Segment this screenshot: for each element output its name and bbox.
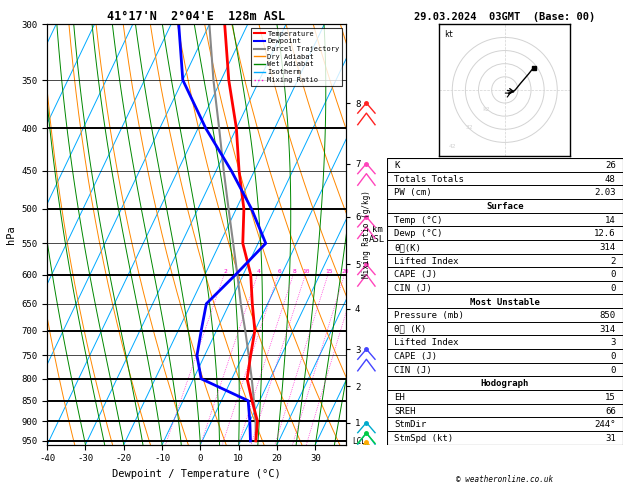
Text: 8: 8 bbox=[292, 269, 296, 274]
Text: CIN (J): CIN (J) bbox=[394, 366, 431, 375]
Legend: Temperature, Dewpoint, Parcel Trajectory, Dry Adiabat, Wet Adiabat, Isotherm, Mi: Temperature, Dewpoint, Parcel Trajectory… bbox=[252, 28, 342, 86]
Text: 2: 2 bbox=[223, 269, 227, 274]
Text: PW (cm): PW (cm) bbox=[394, 188, 431, 197]
Text: K: K bbox=[394, 161, 399, 170]
Text: 0: 0 bbox=[610, 284, 616, 293]
Y-axis label: hPa: hPa bbox=[6, 225, 16, 244]
Text: 12.6: 12.6 bbox=[594, 229, 616, 238]
Text: Lifted Index: Lifted Index bbox=[394, 257, 459, 265]
Text: Hodograph: Hodograph bbox=[481, 380, 529, 388]
Text: 850: 850 bbox=[599, 311, 616, 320]
Text: Surface: Surface bbox=[486, 202, 523, 211]
Text: CAPE (J): CAPE (J) bbox=[394, 352, 437, 361]
Text: CAPE (J): CAPE (J) bbox=[394, 270, 437, 279]
Text: 314: 314 bbox=[599, 243, 616, 252]
Text: 314: 314 bbox=[599, 325, 616, 334]
Text: Most Unstable: Most Unstable bbox=[470, 297, 540, 307]
Text: 48: 48 bbox=[605, 174, 616, 184]
Text: 244°: 244° bbox=[594, 420, 616, 430]
Text: LCL: LCL bbox=[352, 437, 366, 446]
Text: 26: 26 bbox=[605, 161, 616, 170]
Text: EH: EH bbox=[394, 393, 404, 402]
Text: 4: 4 bbox=[257, 269, 260, 274]
Text: 14: 14 bbox=[605, 216, 616, 225]
Text: 20: 20 bbox=[342, 269, 349, 274]
Text: 32: 32 bbox=[465, 125, 473, 130]
Text: 15: 15 bbox=[325, 269, 333, 274]
Text: 6: 6 bbox=[277, 269, 281, 274]
Text: Temp (°C): Temp (°C) bbox=[394, 216, 442, 225]
Text: CIN (J): CIN (J) bbox=[394, 284, 431, 293]
Text: 2.03: 2.03 bbox=[594, 188, 616, 197]
Text: 0: 0 bbox=[610, 366, 616, 375]
Text: Pressure (mb): Pressure (mb) bbox=[394, 311, 464, 320]
Text: 29.03.2024  03GMT  (Base: 00): 29.03.2024 03GMT (Base: 00) bbox=[414, 12, 596, 22]
Text: Dewp (°C): Dewp (°C) bbox=[394, 229, 442, 238]
Text: 0: 0 bbox=[610, 270, 616, 279]
Text: © weatheronline.co.uk: © weatheronline.co.uk bbox=[456, 474, 554, 484]
Text: 10: 10 bbox=[303, 269, 310, 274]
Text: θᴇ (K): θᴇ (K) bbox=[394, 325, 426, 334]
Text: k2: k2 bbox=[482, 107, 490, 112]
Text: Mixing Ratio (g/kg): Mixing Ratio (g/kg) bbox=[362, 191, 371, 278]
Text: StmDir: StmDir bbox=[394, 420, 426, 430]
Text: 42: 42 bbox=[448, 144, 456, 149]
Title: 41°17'N  2°04'E  128m ASL: 41°17'N 2°04'E 128m ASL bbox=[108, 10, 286, 23]
Text: 66: 66 bbox=[605, 407, 616, 416]
Text: Lifted Index: Lifted Index bbox=[394, 338, 459, 347]
Text: θᴇ(K): θᴇ(K) bbox=[394, 243, 421, 252]
Text: SREH: SREH bbox=[394, 407, 415, 416]
X-axis label: Dewpoint / Temperature (°C): Dewpoint / Temperature (°C) bbox=[112, 469, 281, 479]
Text: 31: 31 bbox=[605, 434, 616, 443]
Text: 3: 3 bbox=[610, 338, 616, 347]
Text: 2: 2 bbox=[610, 257, 616, 265]
Text: kt: kt bbox=[445, 30, 454, 38]
Text: 0: 0 bbox=[610, 352, 616, 361]
Text: StmSpd (kt): StmSpd (kt) bbox=[394, 434, 453, 443]
Text: 15: 15 bbox=[605, 393, 616, 402]
Text: Totals Totals: Totals Totals bbox=[394, 174, 464, 184]
Y-axis label: km
ASL: km ASL bbox=[369, 225, 385, 244]
